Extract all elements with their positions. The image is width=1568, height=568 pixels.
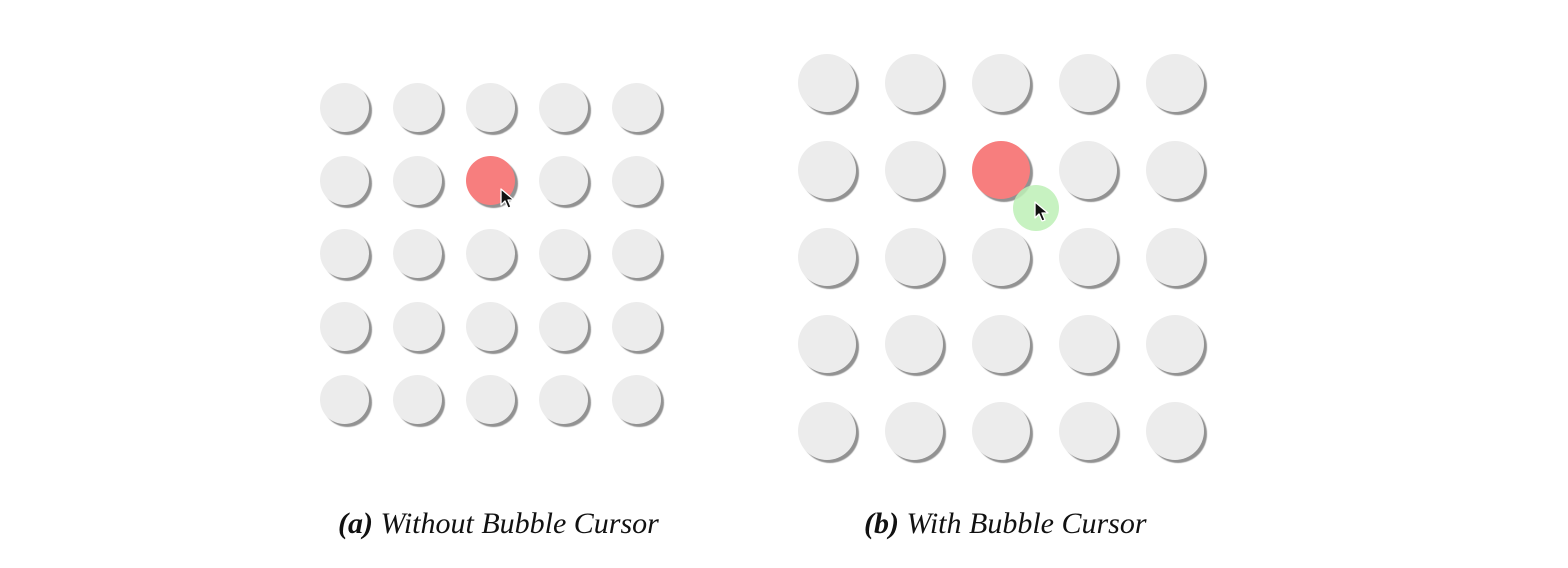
caption-b-label: (b)	[864, 507, 899, 540]
grid-circle	[972, 228, 1030, 286]
caption-b: (b) With Bubble Cursor	[864, 502, 1147, 546]
grid-circle	[320, 83, 369, 132]
grid-circle	[393, 302, 442, 351]
grid-circle	[1059, 141, 1117, 199]
grid-circle	[466, 375, 515, 424]
grid-circle	[539, 302, 588, 351]
grid-circle	[798, 315, 856, 373]
grid-circle	[466, 302, 515, 351]
caption-b-text: With Bubble Cursor	[906, 507, 1147, 540]
caption-a: (a) Without Bubble Cursor	[338, 502, 659, 546]
grid-circle	[972, 54, 1030, 112]
grid-circle	[1059, 402, 1117, 460]
grid-circle	[972, 315, 1030, 373]
grid-circle	[885, 54, 943, 112]
grid-circle	[798, 402, 856, 460]
grid-circle	[612, 156, 661, 205]
grid-circle	[1146, 141, 1204, 199]
grid-circle	[539, 83, 588, 132]
grid-circle	[798, 141, 856, 199]
grid-circle	[539, 375, 588, 424]
grid-circle	[885, 402, 943, 460]
grid-circle	[612, 375, 661, 424]
grid-circle	[885, 141, 943, 199]
grid-circle	[1059, 228, 1117, 286]
panel-without-bubble-cursor	[320, 83, 666, 429]
caption-a-label: (a)	[338, 507, 373, 540]
grid-circle	[612, 229, 661, 278]
grid-circle	[393, 375, 442, 424]
grid-circle	[1146, 402, 1204, 460]
grid-circle	[320, 229, 369, 278]
grid-circle	[1146, 228, 1204, 286]
grid-circle	[539, 156, 588, 205]
grid-circle	[972, 402, 1030, 460]
grid-circle	[798, 228, 856, 286]
grid-circle	[393, 156, 442, 205]
grid-circle	[1146, 54, 1204, 112]
arrow-pointer-icon	[1034, 201, 1050, 223]
grid-circle	[320, 302, 369, 351]
grid-circle	[466, 83, 515, 132]
grid-circle	[393, 229, 442, 278]
grid-circle	[320, 156, 369, 205]
grid-circle	[539, 229, 588, 278]
grid-circle	[1059, 315, 1117, 373]
grid-circle	[320, 375, 369, 424]
grid-circle	[1146, 315, 1204, 373]
grid-circle	[612, 83, 661, 132]
grid-circle	[885, 315, 943, 373]
panel-with-bubble-cursor	[798, 54, 1210, 466]
grid-circle	[1059, 54, 1117, 112]
grid-circle	[612, 302, 661, 351]
arrow-pointer-icon	[500, 188, 516, 210]
grid-circle	[798, 54, 856, 112]
grid-circle	[466, 229, 515, 278]
grid-circle	[885, 228, 943, 286]
grid-circle	[393, 83, 442, 132]
caption-a-text: Without Bubble Cursor	[380, 507, 659, 540]
